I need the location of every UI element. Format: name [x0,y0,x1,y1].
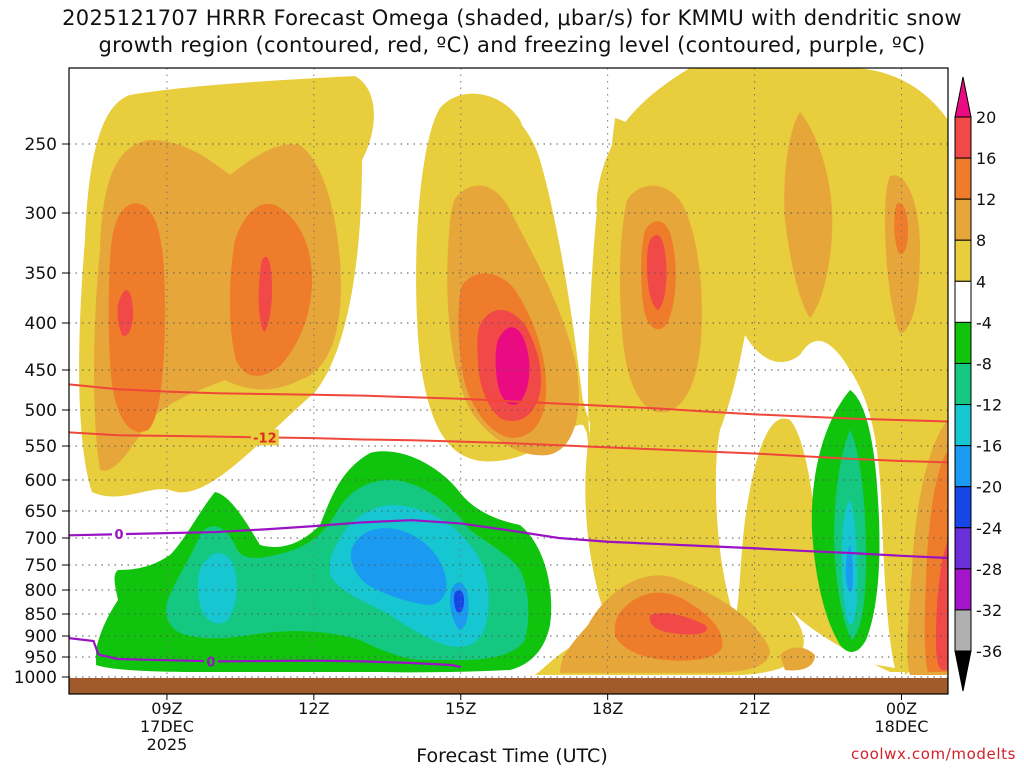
y-tick-label: 300 [25,204,57,224]
x-axis-title: Forecast Time (UTC) [416,745,608,767]
omega-band-12 [894,202,908,254]
x-tick-label: 21Z [739,699,770,718]
omega-band-8 [780,647,815,671]
colorbar-label: -36 [976,642,1002,661]
colorbar-label: -20 [976,478,1002,497]
colorbar-top-arrow [954,76,972,118]
colorbar-swatch [954,404,972,447]
colorbar-bottom-arrow [954,650,972,692]
y-tick-label: 850 [25,605,57,625]
freezing-level-contour-label: 0 [206,655,215,670]
colorbar-label: 20 [976,108,996,127]
colorbar-swatch [954,198,972,241]
omega-band-20 [495,327,530,405]
omega-band-neg16 [350,528,447,605]
x-tick-label: 00Z [886,699,917,718]
y-tick-label: 1000 [14,668,57,688]
colorbar-label: 4 [976,272,986,291]
contour-label-bg [203,653,218,669]
freezing-level-contour-label: 0 [114,528,123,543]
y-tick-label: 550 [25,437,57,457]
colorbar-swatch [954,362,972,406]
x-tick-label: 2025 [147,735,188,754]
colorbar-swatch [954,239,972,282]
y-tick-label: 600 [25,471,57,491]
omega-band-4 [710,99,948,675]
dgz-contour-label: -12 [253,431,277,446]
colorbar-swatch [954,116,972,159]
omega-band-8 [784,112,833,318]
x-tick-label: 18Z [592,699,623,718]
omega-shading [79,68,948,676]
plot-frame [68,67,949,695]
y-tick-label: 900 [25,627,57,647]
y-tick-label: 350 [25,264,57,284]
colorbar-swatch [954,445,972,488]
x-tick-label: 15Z [445,699,476,718]
freezing-level-contour-line [69,519,948,560]
omega-band-neg20 [453,590,464,613]
x-tick-label: 09Z [151,699,182,718]
grid-lines [69,68,948,678]
y-tick-label: 800 [25,581,57,601]
chart-title-line1: 2025121707 HRRR Forecast Omega (shaded, … [62,6,962,30]
colorbar-swatch [954,321,972,364]
omega-band-16 [117,290,134,336]
x-tick-label: 12Z [298,699,329,718]
contour-label-bg [112,526,126,542]
y-tick-label: 650 [25,502,57,522]
y-tick-label: 700 [25,529,57,549]
colorbar-swatch [954,280,972,323]
colorbar-swatch [954,527,972,570]
y-tick-label: 250 [25,135,57,155]
colorbar-swatch [954,157,972,200]
y-tick-label: 500 [25,401,57,421]
omega-band-16 [649,613,708,635]
omega-colorbar: 20 16 12 8 4 -4 -8 -12 -16 -20 -24 -28 -32 -36 [954,76,1002,692]
y-tick-label: 400 [25,314,57,334]
omega-band-16 [647,234,667,310]
colorbar-label: 12 [976,190,996,209]
y-axis: 2503003504004505005506006507007508008509… [14,135,69,688]
dgz-contour-line [69,383,948,423]
colorbar-label: -12 [976,396,1002,415]
x-tick-label: 18DEC [874,717,928,736]
colorbar-label: -32 [976,601,1002,620]
contour-lines: -12 0 0 [69,383,948,670]
omega-band-neg12 [197,552,237,624]
x-tick-label: 17DEC [140,717,194,736]
omega-band-neg16 [845,545,854,592]
colorbar-label: 16 [976,149,996,168]
omega-band-16 [258,256,272,332]
colorbar-label: -24 [976,519,1002,538]
colorbar-label: -4 [976,313,992,332]
colorbar-swatch [954,486,972,529]
omega-band-12 [108,203,165,432]
chart-title-line2: growth region (contoured, red, ºC) and f… [98,33,926,57]
y-tick-label: 450 [25,361,57,381]
colorbar-label: -28 [976,560,1002,579]
ground-bar [69,678,948,694]
colorbar-swatch [954,568,972,611]
freezing-level-contour-line [69,637,461,669]
y-tick-label: 750 [25,556,57,576]
colorbar-label: -8 [976,354,992,373]
credit-text[interactable]: coolwx.com/modelts [851,745,1016,763]
colorbar-label: 8 [976,231,986,250]
colorbar-label: -16 [976,437,1002,456]
y-tick-label: 950 [25,648,57,668]
contour-label-bg [250,429,279,446]
dgz-contour-line [69,431,948,464]
colorbar-swatch [954,609,972,652]
omega-band-8 [885,175,920,334]
omega-band-16 [936,540,948,670]
